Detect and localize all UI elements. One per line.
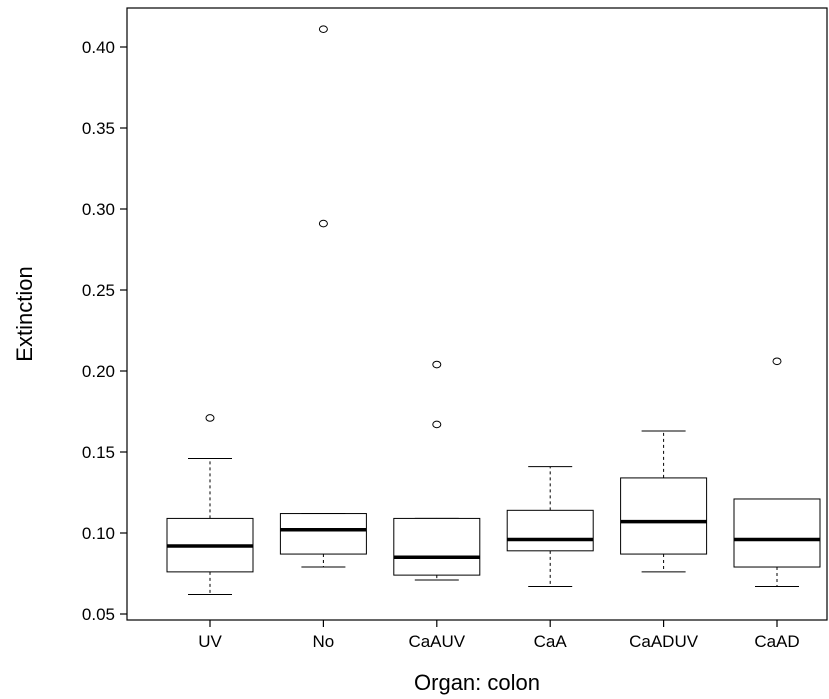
- box-group: [733, 357, 821, 587]
- x-tick-label: UV: [198, 632, 222, 651]
- y-tick-label: 0.20: [82, 362, 115, 381]
- outlier-point: [432, 360, 442, 369]
- outlier-point: [318, 25, 328, 33]
- box-group: [506, 466, 594, 587]
- outlier-point: [318, 219, 328, 228]
- x-tick-label: CaAUV: [408, 632, 465, 651]
- y-tick-label: 0.05: [82, 605, 115, 624]
- plot-frame: [126, 7, 828, 621]
- box-iqr: [393, 517, 481, 576]
- box-iqr: [506, 509, 594, 552]
- box-group: [393, 360, 481, 581]
- y-tick-label: 0.10: [82, 524, 115, 543]
- y-tick-label: 0.15: [82, 443, 115, 462]
- x-axis: UV No CaAUV CaA CaADUV CaAD: [198, 620, 800, 651]
- outlier-point: [772, 357, 782, 366]
- y-axis-title: Extinction: [12, 266, 37, 361]
- box-group: [279, 25, 367, 568]
- x-tick-label: CaA: [534, 632, 568, 651]
- box-iqr: [279, 513, 367, 555]
- x-tick-label: CaADUV: [629, 632, 699, 651]
- y-axis: 0.05 0.10 0.15 0.20 0.25 0.30 0.35 0.40: [82, 38, 127, 624]
- outlier-point: [205, 414, 215, 422]
- x-tick-label: No: [313, 632, 335, 651]
- y-tick-label: 0.30: [82, 200, 115, 219]
- box-iqr: [733, 498, 821, 568]
- box-group: [166, 414, 254, 596]
- x-axis-title: Organ: colon: [414, 670, 540, 695]
- y-tick-label: 0.40: [82, 38, 115, 57]
- box-iqr: [620, 477, 708, 555]
- boxes: [166, 25, 821, 596]
- box-group: [620, 430, 708, 573]
- x-tick-label: CaAD: [754, 632, 799, 651]
- y-tick-label: 0.35: [82, 119, 115, 138]
- outlier-point: [432, 420, 442, 429]
- y-tick-label: 0.25: [82, 281, 115, 300]
